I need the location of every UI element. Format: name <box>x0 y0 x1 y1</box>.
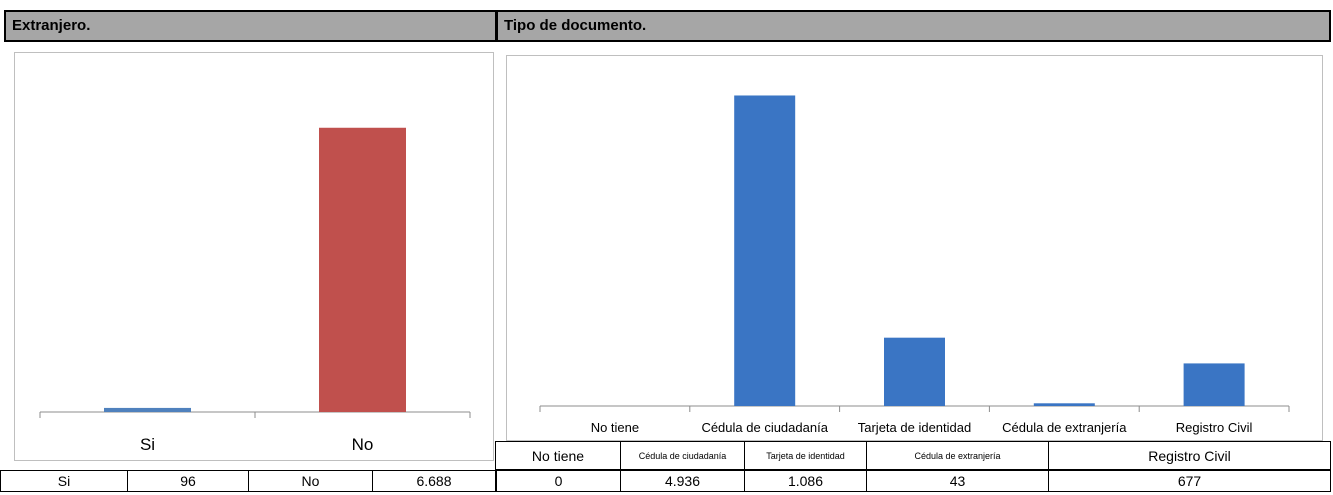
x-tick-label-cedula-de-ciudadania: Cédula de ciudadanía <box>701 420 828 435</box>
bar-no <box>319 127 406 412</box>
doc-value-cedula-extranjeria: 43 <box>866 471 1048 491</box>
extranjero-chart-frame <box>14 52 494 461</box>
doc-header-cedula-extranjeria: Cédula de extranjería <box>866 441 1049 470</box>
extranjero-header: Extranjero. <box>4 10 497 42</box>
bar-registro-civil <box>1183 363 1245 406</box>
tipo-documento-chart: No tiene Cédula de ciudadanía Tarjeta de i… <box>539 95 1290 435</box>
doc-value-cedula-ciudadania: 4.936 <box>620 471 744 491</box>
x-tick-label-registro-civil: Registro Civil <box>1176 420 1253 435</box>
extranjero-value-si: 96 <box>127 471 248 491</box>
x-tick-label-tarjeta-de-identidad: Tarjeta de identidad <box>858 420 971 435</box>
doc-header-cedula-ciudadania: Cédula de ciudadanía <box>620 441 745 470</box>
bar-tarjeta-de-identidad <box>884 337 945 406</box>
doc-header-no-tiene: No tiene <box>495 441 621 470</box>
doc-value-registro-civil: 677 <box>1048 471 1331 491</box>
x-tick-label-no-tiene: No tiene <box>591 420 639 435</box>
bar-cedula-de-ciudadania <box>734 95 796 407</box>
x-tick-label-no: No <box>352 435 374 454</box>
tipo-documento-values-row: 0 4.936 1.086 43 677 <box>496 470 1331 492</box>
extranjero-values-row: Si 96 No 6.688 <box>0 470 496 492</box>
extranjero-label-si: Si <box>0 471 127 491</box>
bar-cedula-de-extranjeria <box>1033 403 1095 406</box>
doc-value-tarjeta-identidad: 1.086 <box>744 471 866 491</box>
doc-value-no-tiene: 0 <box>496 471 620 491</box>
x-tick-label-cedula-de-extranjeria: Cédula de extranjería <box>1002 420 1127 435</box>
doc-header-tarjeta-identidad: Tarjeta de identidad <box>744 441 867 470</box>
extranjero-chart: Si No <box>39 127 471 454</box>
bar-si <box>104 407 191 412</box>
doc-header-registro-civil: Registro Civil <box>1048 441 1331 470</box>
tipo-documento-header: Tipo de documento. <box>496 10 1331 42</box>
extranjero-value-no: 6.688 <box>372 471 496 491</box>
x-tick-label-si: Si <box>140 435 155 454</box>
extranjero-label-no: No <box>248 471 372 491</box>
